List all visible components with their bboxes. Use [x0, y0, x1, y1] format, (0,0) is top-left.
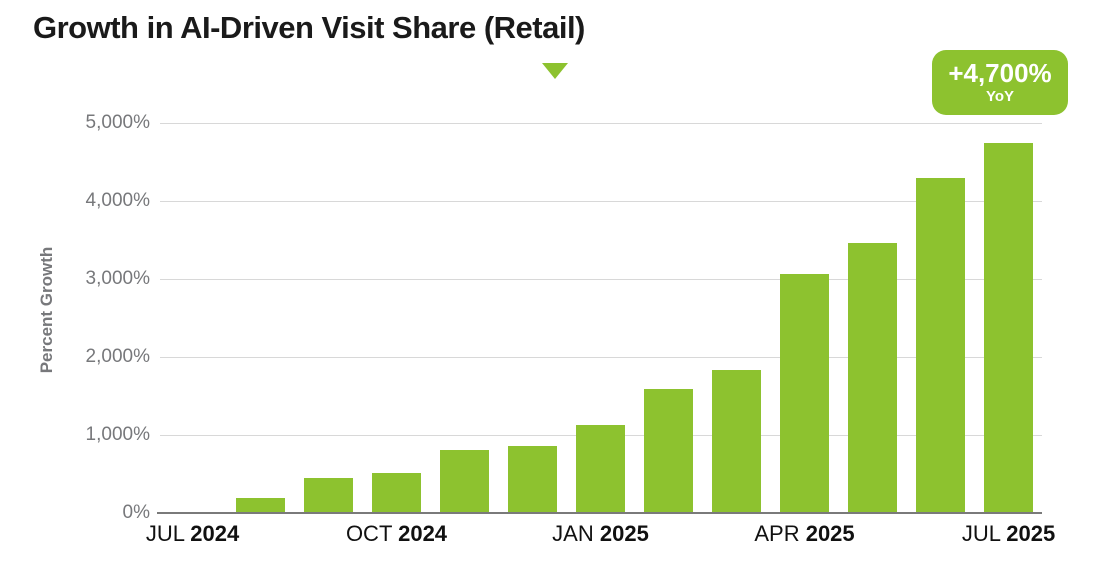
x-tick-year: 2025: [805, 521, 855, 546]
x-tick-month: APR: [754, 521, 806, 546]
y-tick-label: 5,000%: [85, 112, 150, 133]
bar-oct-2024: [372, 473, 421, 513]
x-tick-year: 2025: [599, 521, 649, 546]
x-tick-year: 2024: [190, 521, 240, 546]
bar-aug-2024: [236, 498, 285, 513]
x-tick-month: OCT: [345, 521, 399, 546]
bar-jun-2025: [916, 177, 965, 513]
x-tick-label: JUL 2025: [929, 521, 1089, 547]
x-tick-label: OCT 2024: [317, 521, 477, 547]
x-tick-label: JAN 2025: [521, 521, 681, 547]
bar-may-2025: [848, 243, 897, 513]
x-tick-month: JAN: [552, 521, 600, 546]
y-tick-label: 4,000%: [85, 190, 150, 211]
yoy-badge-label: YoY: [985, 87, 1015, 105]
yoy-badge-pointer-icon: [542, 63, 568, 79]
y-tick-label: 0%: [122, 502, 150, 523]
gridline: [160, 123, 1042, 124]
x-tick-year: 2025: [1006, 521, 1056, 546]
bar-nov-2024: [440, 449, 489, 513]
bar-jan-2025: [576, 425, 625, 513]
x-tick-month: JUL: [145, 521, 191, 546]
plot-area: [157, 123, 1042, 514]
yoy-callout-badge: +4,700% YoY: [932, 50, 1068, 115]
x-tick-label: APR 2025: [725, 521, 885, 547]
gridline: [160, 357, 1042, 358]
chart-title: Growth in AI-Driven Visit Share (Retail): [33, 10, 585, 45]
bar-apr-2025: [780, 274, 829, 513]
x-tick-month: JUL: [961, 521, 1007, 546]
bar-dec-2024: [508, 445, 557, 513]
gridline: [160, 279, 1042, 280]
x-tick-label: JUL 2024: [113, 521, 273, 547]
y-axis-tick-labels: 0% 1,000% 2,000% 3,000% 4,000% 5,000%: [0, 0, 150, 566]
y-tick-label: 1,000%: [85, 424, 150, 445]
gridline: [160, 201, 1042, 202]
bar-sep-2024: [304, 477, 353, 513]
bar-feb-2025: [644, 389, 693, 513]
bar-mar-2025: [712, 370, 761, 513]
y-tick-label: 3,000%: [85, 268, 150, 289]
x-axis-line: [157, 512, 1042, 514]
x-tick-year: 2024: [398, 521, 448, 546]
y-tick-label: 2,000%: [85, 346, 150, 367]
yoy-badge-value: +4,700%: [948, 58, 1052, 89]
bar-jul-2025: [984, 142, 1033, 513]
